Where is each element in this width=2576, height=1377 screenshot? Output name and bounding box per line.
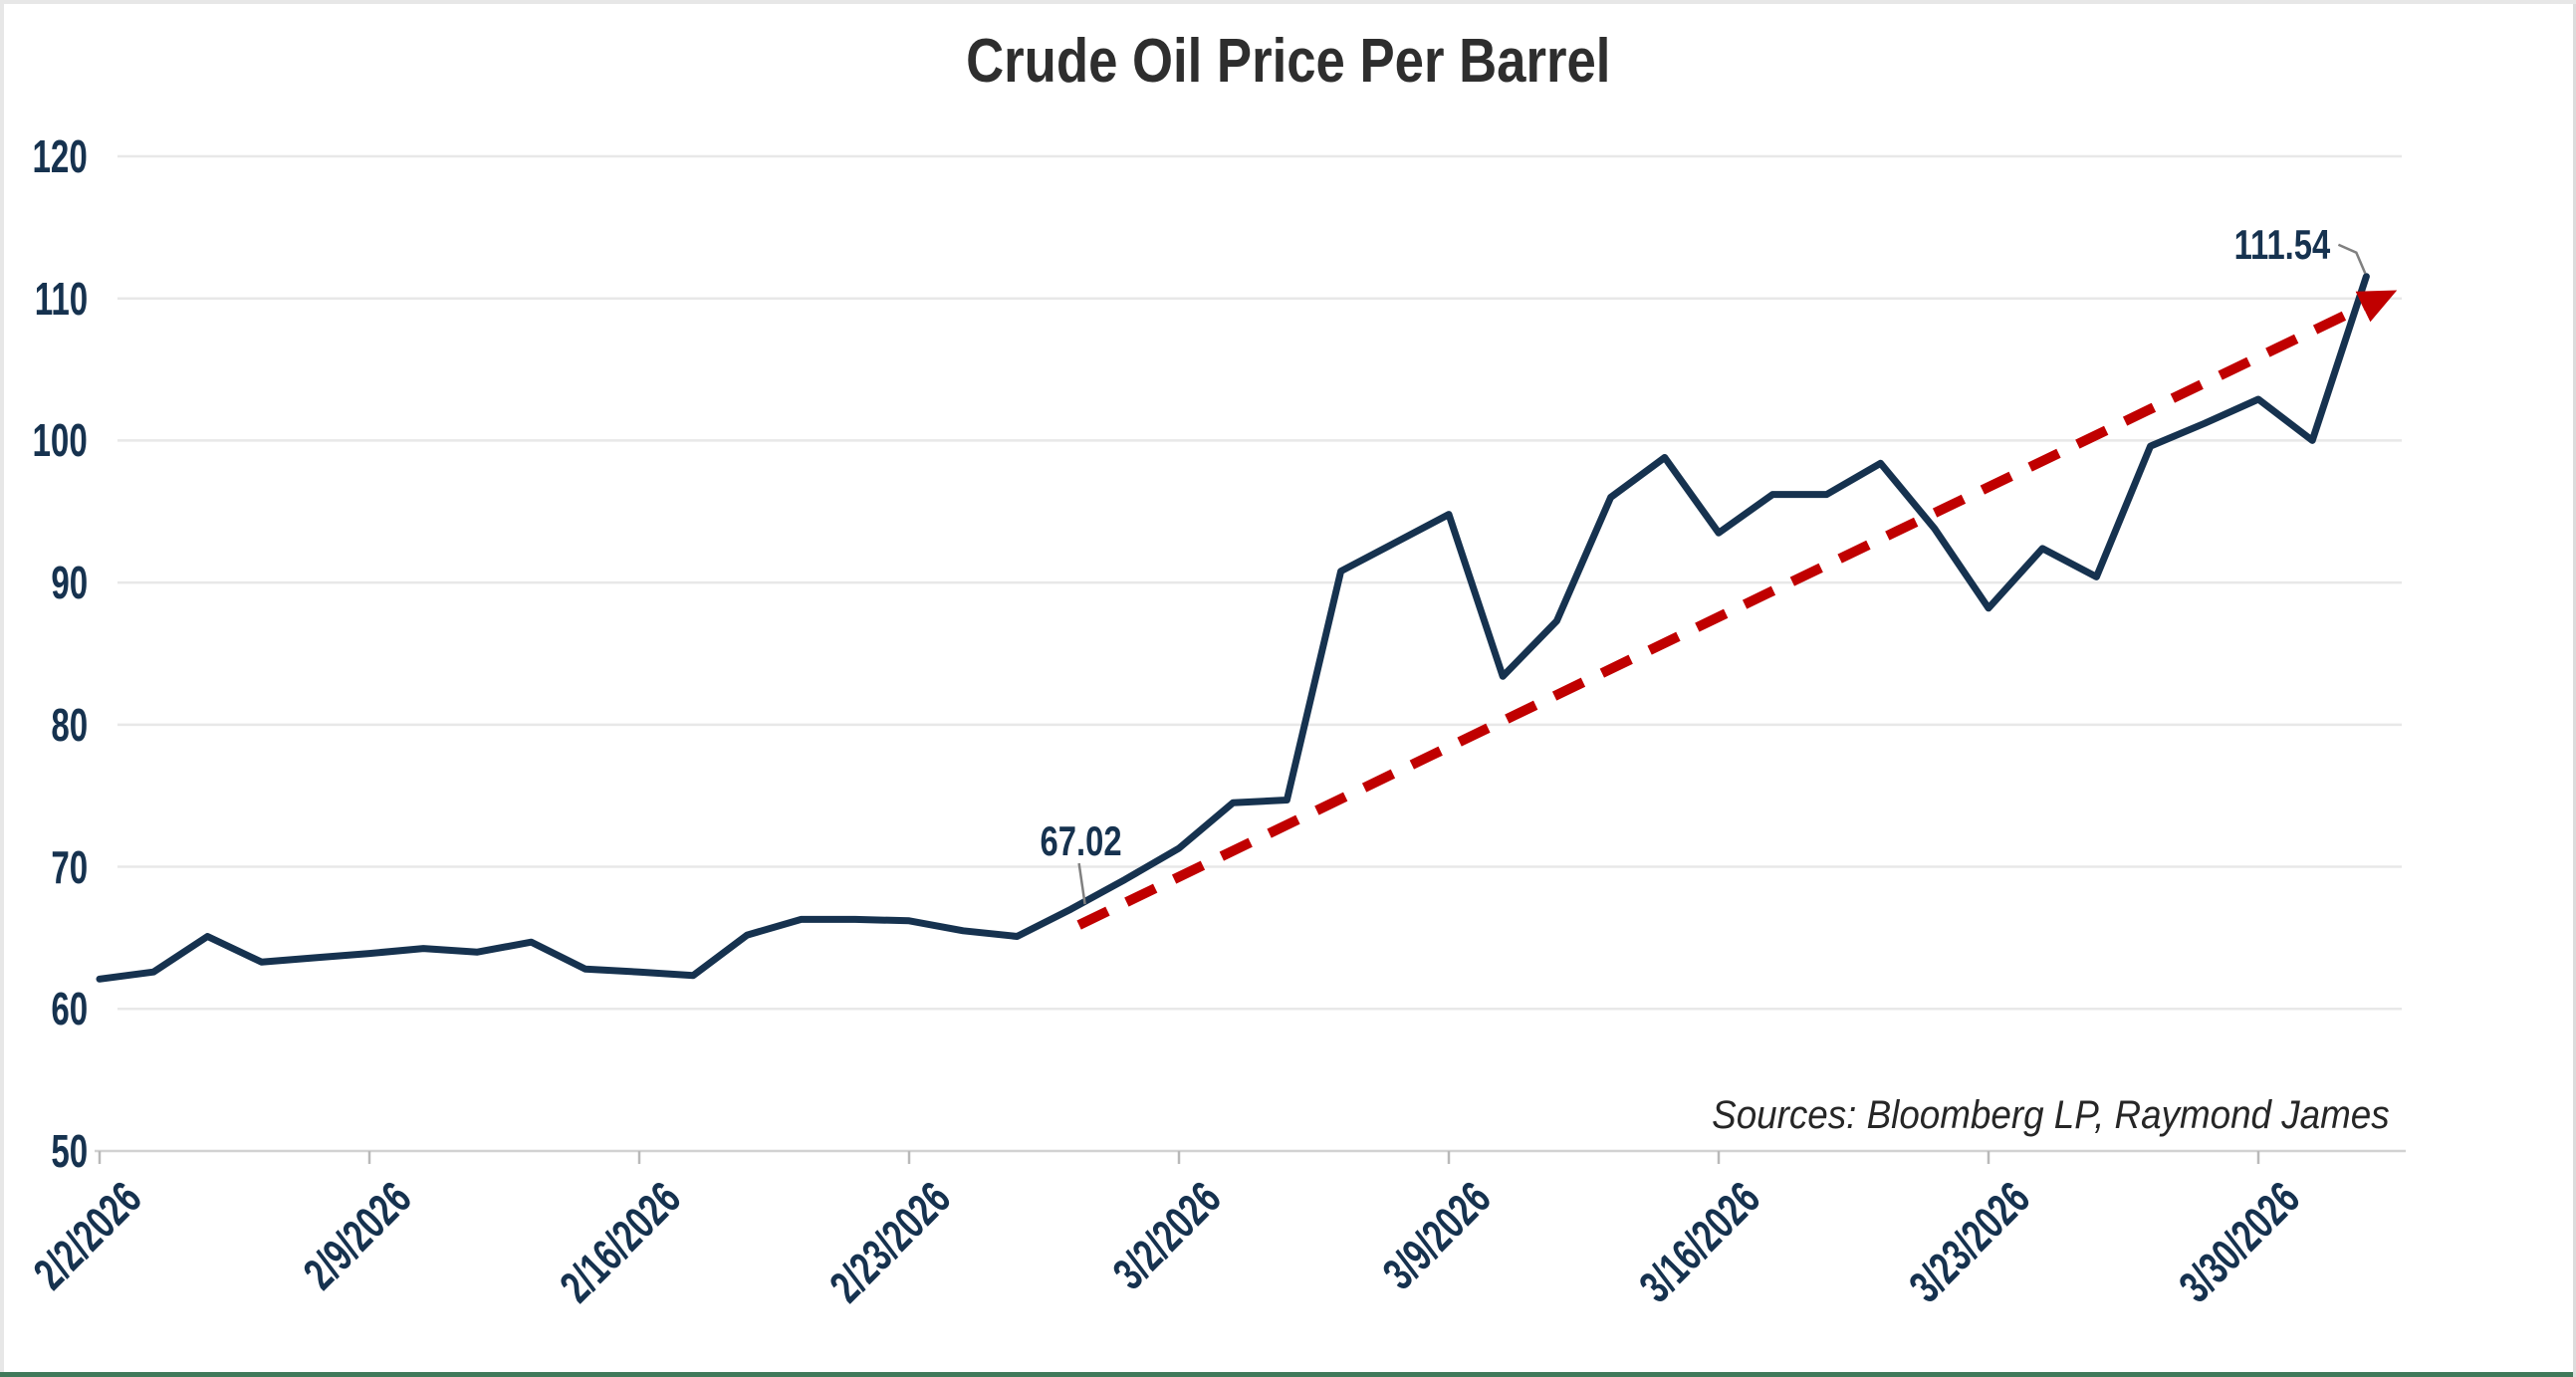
bottom-accent-bar <box>0 1372 2576 1377</box>
price-line <box>96 273 2370 983</box>
trend-arrow <box>1076 290 2398 930</box>
annotation-end-value: 111.54 <box>2234 220 2331 268</box>
y-axis-tick-label: 90 <box>51 557 88 609</box>
y-axis-tick-label: 100 <box>32 414 88 467</box>
y-axis-tick-label: 80 <box>51 698 88 751</box>
y-axis-tick-label: 110 <box>34 272 88 325</box>
y-axis-tick-label: 60 <box>51 983 88 1035</box>
callout-line-start <box>1077 862 1086 905</box>
callout-line-end <box>2337 243 2367 275</box>
y-axis-tick-label: 70 <box>51 840 88 893</box>
annotation-start-value: 67.02 <box>1040 817 1122 865</box>
y-axis-tick-label: 120 <box>32 130 88 182</box>
y-axis-tick-label: 50 <box>51 1124 88 1177</box>
chart-canvas <box>95 154 2406 1164</box>
source-note: Sources: Bloomberg LP, Raymond James <box>1712 1093 2390 1137</box>
chart-title: Crude Oil Price Per Barrel <box>965 27 1611 96</box>
